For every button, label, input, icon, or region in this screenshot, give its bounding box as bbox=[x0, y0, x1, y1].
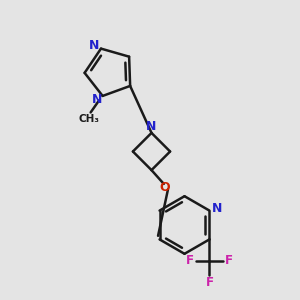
Text: F: F bbox=[206, 276, 213, 290]
Text: N: N bbox=[212, 202, 222, 215]
Text: N: N bbox=[146, 120, 157, 133]
Text: N: N bbox=[92, 93, 102, 106]
Text: CH₃: CH₃ bbox=[79, 114, 100, 124]
Text: O: O bbox=[160, 181, 170, 194]
Text: F: F bbox=[225, 254, 233, 267]
Text: N: N bbox=[89, 39, 100, 52]
Text: F: F bbox=[186, 254, 194, 267]
